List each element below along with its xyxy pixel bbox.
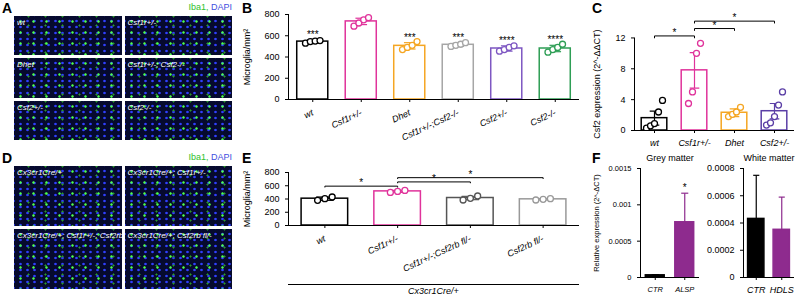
svg-text:200: 200	[264, 207, 279, 217]
svg-text:Csf2+/-: Csf2+/-	[760, 138, 789, 148]
svg-text:400: 400	[264, 194, 279, 204]
svg-text:0.001: 0.001	[613, 200, 632, 209]
svg-text:Grey matter: Grey matter	[646, 153, 694, 163]
html-text:D: D	[2, 150, 13, 166]
svg-text:ALSP: ALSP	[674, 285, 694, 294]
svg-text:Csf1r+/-: Csf1r+/-	[678, 138, 710, 148]
svg-text:Microglia/mm²: Microglia/mm²	[242, 171, 252, 228]
html-text:F: F	[592, 150, 601, 166]
svg-text:Csf1r+/-: Csf1r+/-	[366, 233, 399, 256]
html-text:Dhet: Dhet	[17, 60, 34, 70]
svg-text:*: *	[468, 169, 472, 180]
svg-text:***: ***	[452, 32, 464, 43]
svg-text:*: *	[683, 182, 687, 193]
svg-text:0.0008: 0.0008	[707, 163, 735, 173]
svg-text:wt: wt	[650, 138, 659, 148]
svg-text:CTR: CTR	[648, 285, 664, 294]
svg-text:wt: wt	[302, 107, 315, 120]
html-text:C: C	[592, 0, 603, 16]
html-text:A: A	[2, 0, 13, 16]
html-text:Csf2+/-: Csf2+/-	[17, 102, 43, 112]
svg-text:0: 0	[274, 220, 279, 230]
html-text:Csf1r+/-; Csf2-/-: Csf1r+/-; Csf2-/-	[127, 60, 185, 70]
html-text:Cx3cr1Cre/+; Csf1r+/-: Cx3cr1Cre/+; Csf1r+/-	[127, 168, 206, 177]
svg-text:CTR: CTR	[747, 285, 766, 295]
html-text:B: B	[242, 0, 253, 16]
svg-text:***: ***	[404, 32, 416, 43]
svg-text:600: 600	[264, 181, 279, 191]
html-text:wt: wt	[17, 18, 25, 27]
svg-text:0: 0	[627, 273, 631, 282]
svg-text:200: 200	[264, 73, 279, 83]
html-text:Cx3cr1Cre/+; Csf1r+/-; Csf2rb: Cx3cr1Cre/+; Csf1r+/-; Csf2rb fl/-	[17, 231, 135, 240]
svg-text:0: 0	[729, 272, 734, 282]
svg-text:800: 800	[264, 9, 279, 19]
svg-text:4: 4	[620, 95, 625, 105]
svg-text:Csf1r+/-;Csf2-/-: Csf1r+/-;Csf2-/-	[400, 107, 460, 142]
svg-text:0.0005: 0.0005	[609, 237, 632, 246]
svg-text:Csf2 expression (2^-ΔΔCT): Csf2 expression (2^-ΔΔCT)	[592, 30, 602, 139]
svg-text:White matter: White matter	[743, 153, 794, 163]
svg-text:Csf2-/-: Csf2-/-	[529, 107, 558, 127]
html-text:Cx3cr1Cre/+; Csf2rb fl/-: Cx3cr1Cre/+; Csf2rb fl/-	[127, 231, 212, 240]
svg-text:0.0004: 0.0004	[707, 218, 735, 228]
html-text:Csf2-/-: Csf2-/-	[127, 102, 152, 112]
html-text:Iba1, DAPI: Iba1, DAPI	[188, 152, 232, 162]
svg-text:400: 400	[264, 52, 279, 62]
svg-text:*: *	[359, 177, 363, 188]
svg-text:*: *	[673, 27, 677, 38]
svg-text:*: *	[432, 173, 436, 184]
html-text:Cx3cr1Cre/+: Cx3cr1Cre/+	[17, 168, 63, 177]
svg-text:****: ****	[499, 35, 515, 46]
svg-text:***: ***	[307, 29, 319, 40]
html-text:Cx3cr1Cre/+: Cx3cr1Cre/+	[408, 286, 459, 296]
svg-text:HDLS: HDLS	[770, 285, 794, 295]
svg-text:Csf1r+/-;Csf2rb fl/-: Csf1r+/-;Csf2rb fl/-	[401, 233, 472, 273]
svg-text:600: 600	[264, 31, 279, 41]
svg-text:800: 800	[264, 167, 279, 177]
svg-text:Csf2+/-: Csf2+/-	[478, 107, 509, 128]
html-text:Csf1r+/-: Csf1r+/-	[127, 18, 157, 27]
svg-text:0.0015: 0.0015	[609, 164, 632, 173]
svg-text:Microglia/mm²: Microglia/mm²	[242, 29, 252, 86]
svg-text:Csf2rb fl/-: Csf2rb fl/-	[506, 233, 546, 259]
svg-text:*: *	[713, 20, 717, 31]
svg-text:0.0002: 0.0002	[707, 245, 735, 255]
svg-text:Dhet: Dhet	[725, 138, 745, 148]
svg-text:0: 0	[620, 125, 625, 135]
svg-text:0: 0	[274, 94, 279, 104]
svg-text:12: 12	[615, 33, 625, 43]
svg-text:****: ****	[547, 34, 563, 45]
svg-text:Csf1r+/-: Csf1r+/-	[330, 107, 363, 130]
svg-text:*: *	[733, 12, 737, 23]
svg-text:0.0006: 0.0006	[707, 191, 735, 201]
html-text:E: E	[242, 150, 252, 166]
svg-text:Relative expression (2^-ΔCT): Relative expression (2^-ΔCT)	[592, 174, 601, 272]
svg-text:Dhet: Dhet	[390, 107, 412, 124]
html-text:Iba1, DAPI: Iba1, DAPI	[188, 2, 232, 12]
svg-text:wt: wt	[315, 233, 328, 246]
svg-text:8: 8	[620, 64, 625, 74]
